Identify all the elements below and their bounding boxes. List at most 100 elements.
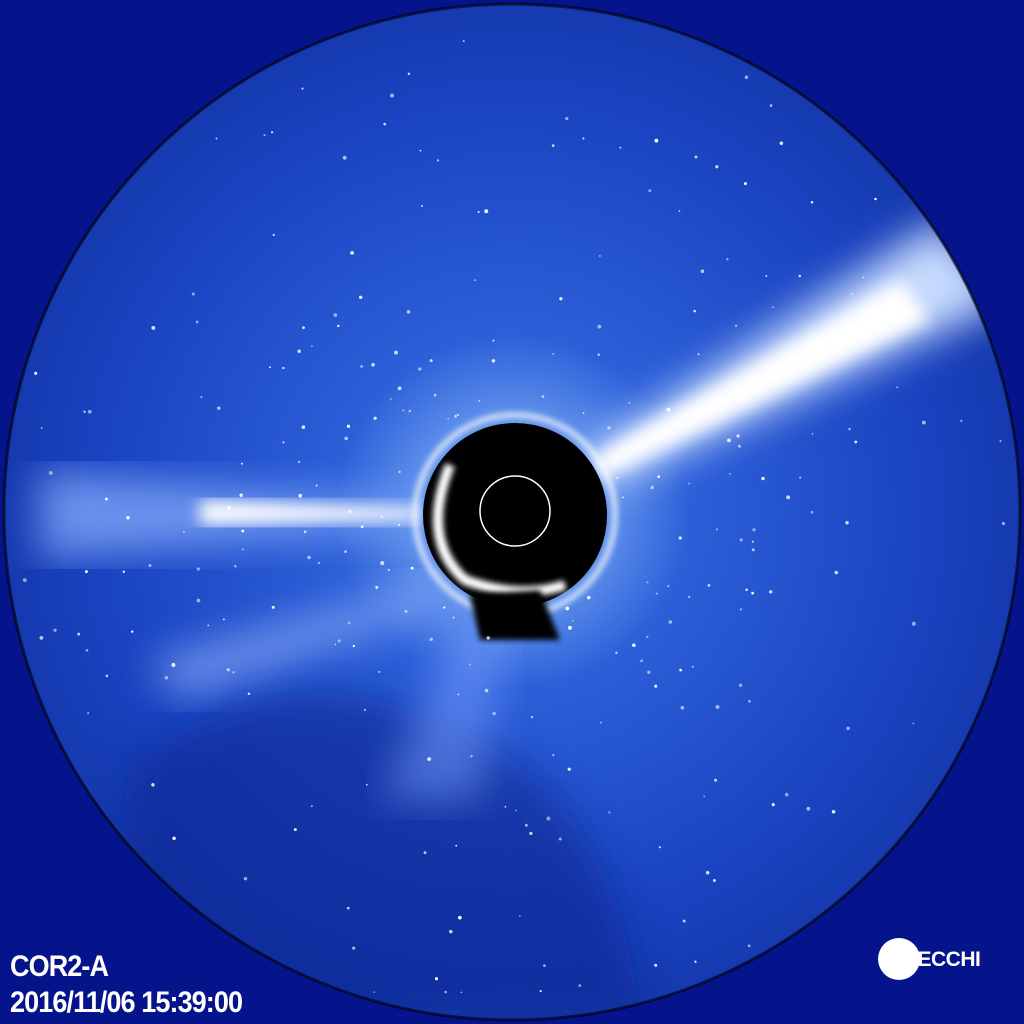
star-speck bbox=[359, 295, 363, 299]
star-speck bbox=[597, 324, 602, 329]
star-speck bbox=[654, 138, 659, 143]
star-speck bbox=[862, 276, 865, 279]
star-speck bbox=[373, 991, 376, 993]
star-speck bbox=[171, 662, 176, 667]
star-speck bbox=[486, 636, 491, 640]
star-speck bbox=[874, 197, 877, 201]
star-speck bbox=[705, 870, 710, 875]
star-speck bbox=[226, 668, 230, 672]
star-speck bbox=[436, 159, 440, 162]
star-speck bbox=[234, 564, 237, 568]
star-speck bbox=[449, 929, 453, 934]
star-speck bbox=[747, 944, 751, 948]
star-speck bbox=[628, 401, 631, 404]
star-speck bbox=[616, 476, 619, 479]
star-speck bbox=[364, 708, 366, 711]
star-speck bbox=[831, 809, 836, 814]
star-speck bbox=[608, 811, 611, 814]
star-speck bbox=[615, 651, 618, 654]
star-speck bbox=[655, 592, 658, 595]
instrument-label: COR2-A bbox=[10, 950, 109, 983]
star-speck bbox=[703, 795, 706, 798]
star-speck bbox=[232, 671, 235, 674]
star-speck bbox=[739, 608, 742, 611]
star-speck bbox=[688, 482, 690, 485]
star-speck bbox=[654, 684, 658, 688]
star-speck bbox=[565, 116, 569, 121]
star-speck bbox=[912, 722, 915, 725]
star-speck bbox=[582, 412, 585, 414]
star-speck bbox=[714, 778, 717, 782]
star-speck bbox=[622, 496, 624, 499]
star-speck bbox=[654, 963, 658, 967]
star-speck bbox=[752, 528, 756, 532]
star-speck bbox=[715, 704, 720, 709]
star-speck bbox=[429, 637, 433, 642]
star-speck bbox=[460, 991, 463, 994]
star-speck bbox=[375, 585, 379, 589]
star-speck bbox=[380, 515, 383, 519]
star-speck bbox=[712, 878, 716, 882]
star-speck bbox=[727, 438, 731, 443]
star-speck bbox=[726, 258, 729, 261]
star-speck bbox=[484, 688, 489, 693]
star-speck bbox=[739, 538, 743, 542]
occulter-disk bbox=[423, 423, 607, 607]
star-speck bbox=[239, 493, 243, 497]
star-speck bbox=[87, 409, 92, 414]
pylon-shadow bbox=[470, 590, 560, 640]
star-speck bbox=[854, 440, 858, 444]
star-speck bbox=[477, 210, 480, 213]
star-speck bbox=[458, 915, 462, 920]
star-speck bbox=[429, 359, 433, 363]
star-speck bbox=[85, 649, 89, 652]
timestamp-label: 2016/11/06 15:39:00 bbox=[10, 986, 243, 1019]
star-speck bbox=[243, 876, 248, 881]
star-speck bbox=[360, 365, 363, 368]
star-speck bbox=[303, 530, 307, 534]
star-speck bbox=[293, 828, 297, 832]
star-speck bbox=[697, 353, 700, 356]
star-speck bbox=[352, 946, 356, 950]
star-speck bbox=[48, 470, 53, 475]
star-speck bbox=[84, 570, 88, 574]
star-speck bbox=[333, 313, 338, 317]
star-speck bbox=[551, 144, 555, 148]
star-speck bbox=[122, 570, 125, 573]
star-speck bbox=[530, 715, 534, 719]
star-speck bbox=[716, 528, 718, 531]
star-speck bbox=[558, 837, 562, 841]
star-speck bbox=[433, 393, 437, 397]
star-speck bbox=[572, 619, 574, 622]
streamer-west-core bbox=[200, 500, 420, 525]
star-speck bbox=[301, 425, 306, 429]
star-speck bbox=[423, 851, 427, 855]
star-speck bbox=[524, 823, 528, 827]
star-speck bbox=[352, 644, 355, 648]
star-speck bbox=[337, 324, 340, 328]
star-speck bbox=[848, 427, 851, 431]
star-speck bbox=[769, 104, 773, 107]
star-speck bbox=[745, 588, 748, 592]
star-speck bbox=[646, 581, 649, 584]
star-speck bbox=[344, 436, 348, 441]
star-speck bbox=[307, 555, 311, 560]
star-speck bbox=[334, 643, 337, 646]
star-speck bbox=[694, 960, 697, 963]
star-speck bbox=[678, 210, 681, 212]
sun-outline bbox=[479, 475, 551, 547]
star-speck bbox=[738, 444, 741, 448]
star-speck bbox=[648, 189, 652, 193]
star-speck bbox=[539, 990, 542, 993]
star-speck bbox=[559, 297, 563, 301]
star-speck bbox=[447, 417, 449, 420]
secchi-logo: SECCHI bbox=[878, 938, 1024, 982]
star-speck bbox=[850, 292, 853, 295]
star-speck bbox=[543, 964, 546, 968]
star-speck bbox=[769, 590, 773, 594]
star-speck bbox=[263, 134, 266, 137]
star-speck bbox=[772, 306, 774, 309]
star-speck bbox=[215, 137, 218, 140]
star-speck bbox=[468, 663, 471, 666]
star-speck bbox=[470, 755, 473, 758]
